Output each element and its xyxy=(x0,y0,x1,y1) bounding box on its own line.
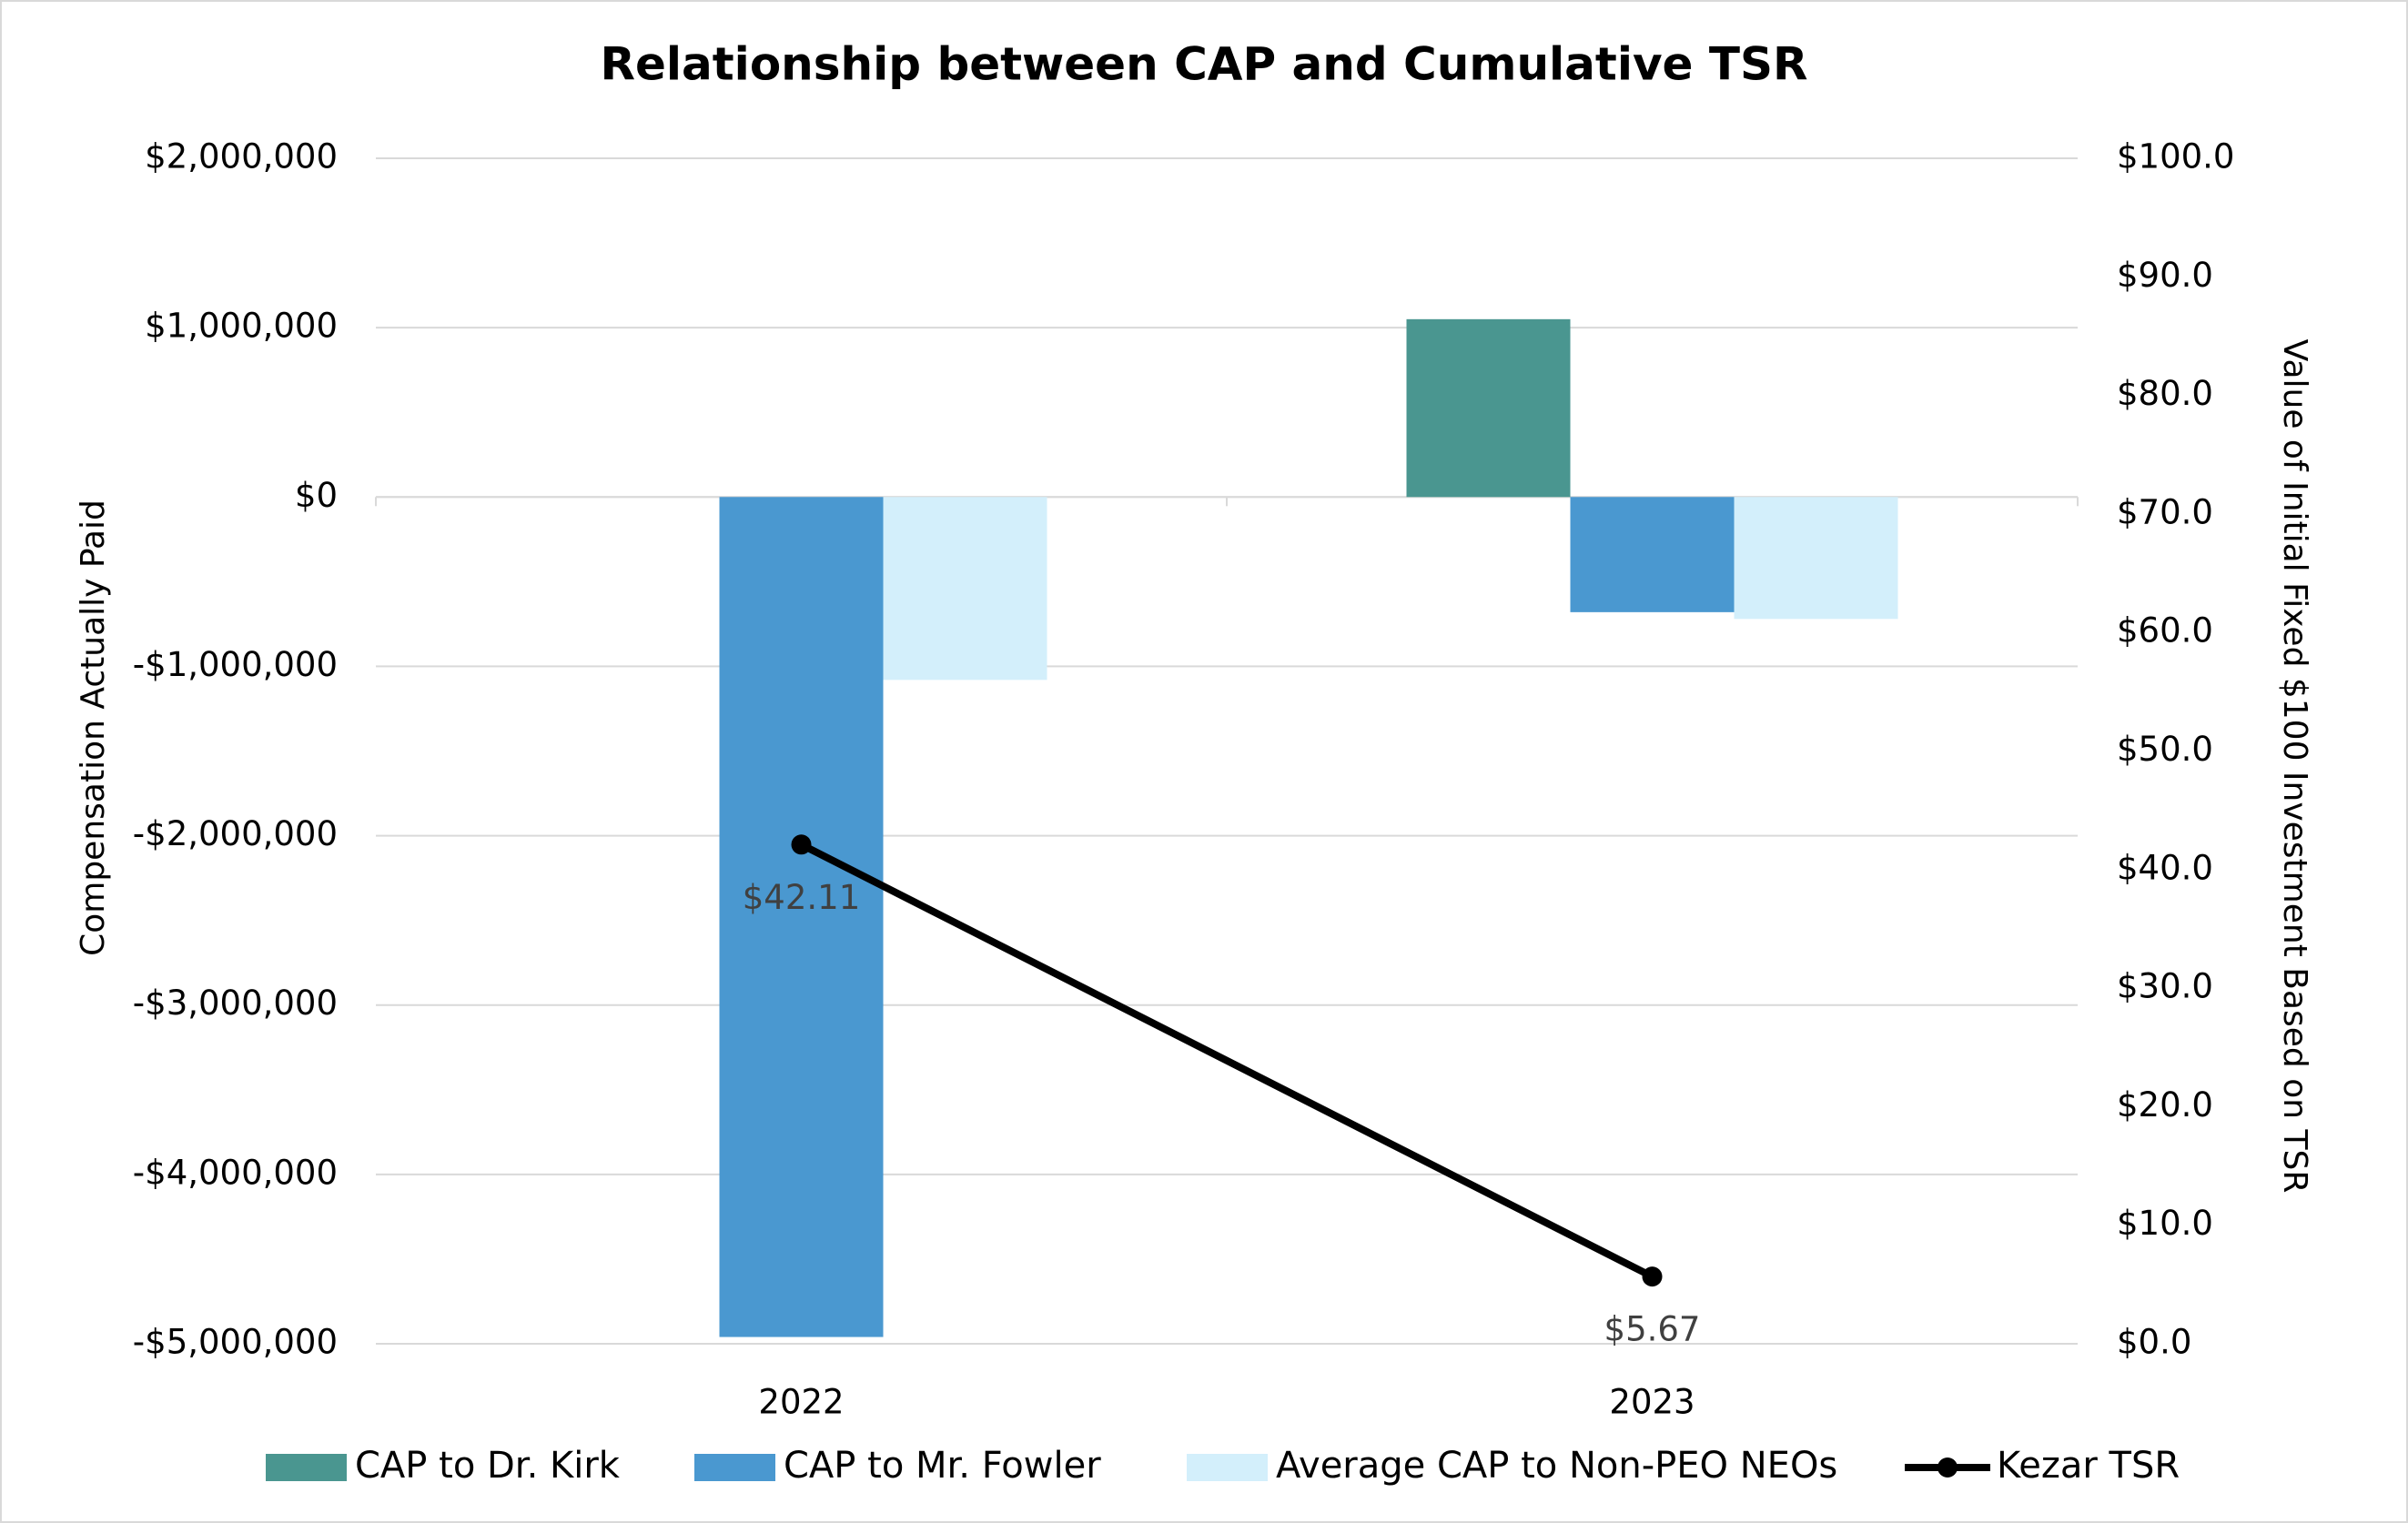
y2-axis-label: Value of Initial Fixed $100 Investment B… xyxy=(2276,339,2313,1194)
legend-label: Average CAP to Non-PEO NEOs xyxy=(1276,1445,1837,1487)
y-tick-label: $1,000,000 xyxy=(145,307,338,346)
legend-swatch xyxy=(266,1454,347,1481)
line xyxy=(799,841,1654,1280)
y-tick-label: -$5,000,000 xyxy=(133,1323,338,1362)
bar xyxy=(719,497,884,1337)
y2-tick-label: $40.0 xyxy=(2117,848,2213,887)
bar xyxy=(883,497,1047,681)
y2-tick-label: $60.0 xyxy=(2117,611,2213,651)
y2-tick-label: $10.0 xyxy=(2117,1204,2213,1243)
y-axis-label: Compensation Actually Paid xyxy=(75,499,112,956)
line-marker xyxy=(1642,1266,1663,1287)
line-marker xyxy=(791,834,812,855)
y-tick-label: $0 xyxy=(295,476,338,515)
x-tick-label: 2022 xyxy=(758,1383,844,1422)
y-tick-label: -$4,000,000 xyxy=(133,1153,338,1192)
y-tick-label: -$1,000,000 xyxy=(133,645,338,684)
legend-label: CAP to Mr. Fowler xyxy=(784,1445,1101,1487)
y-tick-label: $2,000,000 xyxy=(145,137,338,177)
y2-tick-label: $30.0 xyxy=(2117,967,2213,1006)
data-label: $42.11 xyxy=(743,878,860,917)
y2-tick-label: $100.0 xyxy=(2117,137,2234,177)
y-tick-label: -$2,000,000 xyxy=(133,814,338,853)
legend-swatch xyxy=(1938,1457,1958,1478)
y2-tick-label: $0.0 xyxy=(2117,1323,2191,1362)
legend-swatch xyxy=(1187,1454,1268,1481)
y2-tick-label: $70.0 xyxy=(2117,492,2213,531)
legend-swatch xyxy=(694,1454,775,1481)
legend-label: CAP to Dr. Kirk xyxy=(355,1445,621,1487)
bar xyxy=(1734,497,1898,620)
y2-tick-label: $90.0 xyxy=(2117,256,2213,295)
bar xyxy=(1406,318,1571,498)
chart-title: Relationship between CAP and Cumulative … xyxy=(600,38,1807,91)
bar xyxy=(1570,497,1735,612)
data-label: $5.67 xyxy=(1604,1310,1701,1349)
x-tick-label: 2023 xyxy=(1609,1383,1695,1422)
y2-tick-label: $80.0 xyxy=(2117,374,2213,413)
y2-tick-label: $20.0 xyxy=(2117,1085,2213,1125)
legend-label: Kezar TSR xyxy=(1997,1445,2180,1487)
y-tick-label: -$3,000,000 xyxy=(133,983,338,1023)
y2-tick-label: $50.0 xyxy=(2117,730,2213,769)
